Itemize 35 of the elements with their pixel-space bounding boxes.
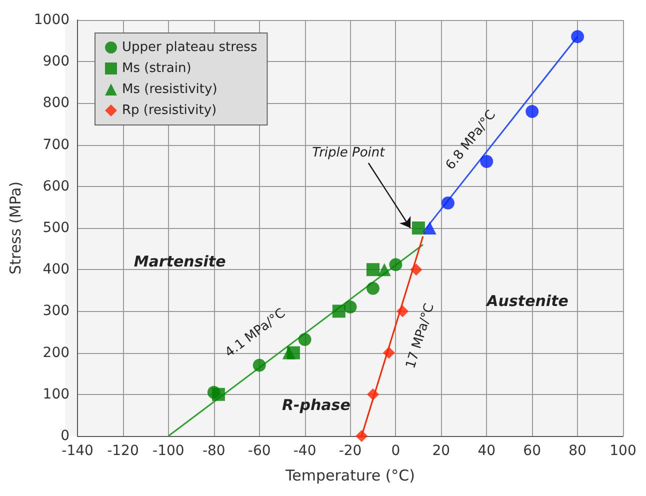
legend-label: Ms (strain) <box>122 61 192 76</box>
x-tick-label: 100 <box>610 443 636 459</box>
y-tick-label: 800 <box>42 95 70 112</box>
y-tick-label: 100 <box>42 386 70 402</box>
y-tick-label: 900 <box>42 54 70 70</box>
legend-label: Ms (resistivity) <box>122 82 218 97</box>
y-tick-label: 200 <box>42 344 70 361</box>
x-tick-label: -40 <box>293 443 316 459</box>
y-tick-label: 700 <box>42 136 70 153</box>
annotation: Austenite <box>486 292 568 310</box>
annotation: 17 MPa/°C <box>403 302 438 370</box>
x-tick-label: 0 <box>391 443 400 459</box>
y-axis-title: Stress (MPa) <box>6 181 24 275</box>
x-tick-label: -140 <box>62 443 94 459</box>
x-axis-title: Temperature (°C) <box>284 466 415 484</box>
x-tick-label: 40 <box>478 443 496 459</box>
y-tick-label: 400 <box>42 262 70 278</box>
annotation: Martensite <box>134 252 226 270</box>
y-tick-label: 1000 <box>34 12 70 28</box>
annotation: Triple Point <box>312 146 386 160</box>
y-tick-label: 500 <box>42 220 70 236</box>
y-tick-label: 0 <box>60 428 70 444</box>
x-tick-label: -100 <box>152 443 184 459</box>
x-tick-label: 20 <box>432 443 450 459</box>
x-tick-label: 60 <box>523 443 541 459</box>
legend-label: Rp (resistivity) <box>122 103 217 118</box>
x-tick-label: -120 <box>107 443 139 459</box>
x-tick-label: -80 <box>202 443 226 459</box>
y-tick-label: 600 <box>42 178 70 194</box>
x-tick-label: -60 <box>248 443 271 459</box>
x-tick-label: -20 <box>338 443 362 459</box>
legend-label: Upper plateau stress <box>122 40 258 55</box>
y-tick-label: 300 <box>42 303 70 320</box>
x-tick-label: 80 <box>568 443 586 459</box>
annotation: R-phase <box>282 396 350 414</box>
